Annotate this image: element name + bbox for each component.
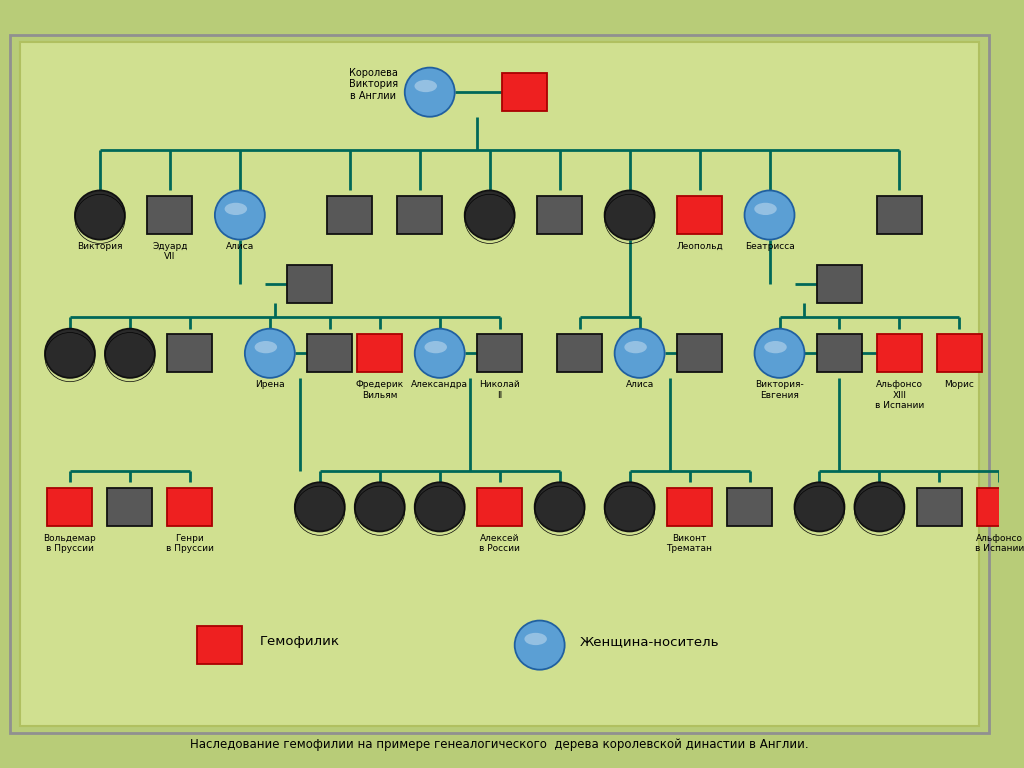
Text: Виктория: Виктория	[77, 242, 123, 251]
Ellipse shape	[465, 190, 515, 240]
FancyBboxPatch shape	[477, 334, 522, 372]
Ellipse shape	[764, 341, 786, 353]
Text: Леопольд: Леопольд	[676, 242, 723, 251]
FancyBboxPatch shape	[817, 334, 862, 372]
FancyBboxPatch shape	[667, 488, 712, 526]
FancyBboxPatch shape	[167, 334, 212, 372]
Ellipse shape	[215, 190, 265, 240]
FancyBboxPatch shape	[502, 73, 547, 111]
FancyBboxPatch shape	[10, 35, 989, 733]
FancyBboxPatch shape	[307, 334, 352, 372]
Text: Ирена: Ирена	[255, 380, 285, 389]
FancyBboxPatch shape	[108, 488, 153, 526]
Text: Алексей
в России: Алексей в России	[479, 534, 520, 553]
Ellipse shape	[755, 203, 777, 215]
Ellipse shape	[425, 341, 446, 353]
Text: Фредерик
Вильям: Фредерик Вильям	[355, 380, 403, 399]
Ellipse shape	[744, 190, 795, 240]
Ellipse shape	[515, 621, 564, 670]
Ellipse shape	[75, 190, 125, 240]
Ellipse shape	[614, 329, 665, 378]
Text: Беатрисса: Беатрисса	[744, 242, 795, 251]
Ellipse shape	[535, 482, 585, 531]
Text: Альфонсо
в Испании: Альфонсо в Испании	[975, 534, 1024, 553]
FancyBboxPatch shape	[538, 196, 582, 234]
Ellipse shape	[755, 329, 805, 378]
Ellipse shape	[104, 329, 155, 378]
FancyBboxPatch shape	[937, 334, 982, 372]
Ellipse shape	[415, 482, 465, 531]
Text: Женщина-носитель: Женщина-носитель	[580, 635, 719, 647]
FancyBboxPatch shape	[677, 334, 722, 372]
Ellipse shape	[524, 633, 547, 645]
FancyBboxPatch shape	[288, 265, 333, 303]
Text: Виктория-
Евгения: Виктория- Евгения	[755, 380, 804, 399]
FancyBboxPatch shape	[557, 334, 602, 372]
Ellipse shape	[415, 80, 437, 92]
FancyBboxPatch shape	[167, 488, 212, 526]
Ellipse shape	[404, 68, 455, 117]
FancyBboxPatch shape	[357, 334, 402, 372]
Text: Морис: Морис	[944, 380, 975, 389]
FancyBboxPatch shape	[397, 196, 442, 234]
FancyBboxPatch shape	[727, 488, 772, 526]
FancyBboxPatch shape	[916, 488, 962, 526]
Text: Алиса: Алиса	[225, 242, 254, 251]
Ellipse shape	[604, 482, 654, 531]
Ellipse shape	[795, 482, 845, 531]
Ellipse shape	[224, 203, 247, 215]
FancyBboxPatch shape	[977, 488, 1022, 526]
Ellipse shape	[415, 329, 465, 378]
Ellipse shape	[255, 341, 278, 353]
Text: Алиса: Алиса	[626, 380, 653, 389]
Ellipse shape	[354, 482, 404, 531]
Ellipse shape	[295, 482, 345, 531]
Text: Королева
Виктория
в Англии: Королева Виктория в Англии	[348, 68, 397, 101]
Ellipse shape	[604, 190, 654, 240]
FancyBboxPatch shape	[20, 42, 979, 726]
Text: Виконт
Трематан: Виконт Трематан	[667, 534, 713, 553]
Ellipse shape	[854, 482, 904, 531]
FancyBboxPatch shape	[877, 334, 922, 372]
Text: Эдуард
VII: Эдуард VII	[153, 242, 187, 261]
Text: Альфонсо
XIII
в Испании: Альфонсо XIII в Испании	[874, 380, 924, 410]
Text: Генри
в Пруссии: Генри в Пруссии	[166, 534, 214, 553]
FancyBboxPatch shape	[47, 488, 92, 526]
FancyBboxPatch shape	[198, 626, 243, 664]
FancyBboxPatch shape	[147, 196, 193, 234]
Text: Вольдемар
в Пруссии: Вольдемар в Пруссии	[44, 534, 96, 553]
Ellipse shape	[625, 341, 647, 353]
FancyBboxPatch shape	[677, 196, 722, 234]
FancyBboxPatch shape	[817, 265, 862, 303]
Text: Николай
II: Николай II	[479, 380, 520, 399]
FancyBboxPatch shape	[328, 196, 373, 234]
Ellipse shape	[245, 329, 295, 378]
FancyBboxPatch shape	[877, 196, 922, 234]
Text: Гемофилик: Гемофилик	[260, 635, 340, 647]
Text: Наследование гемофилии на примере генеалогического  дерева королевской династии : Наследование гемофилии на примере генеал…	[190, 739, 809, 751]
Text: Александра: Александра	[412, 380, 468, 389]
Ellipse shape	[45, 329, 95, 378]
FancyBboxPatch shape	[477, 488, 522, 526]
